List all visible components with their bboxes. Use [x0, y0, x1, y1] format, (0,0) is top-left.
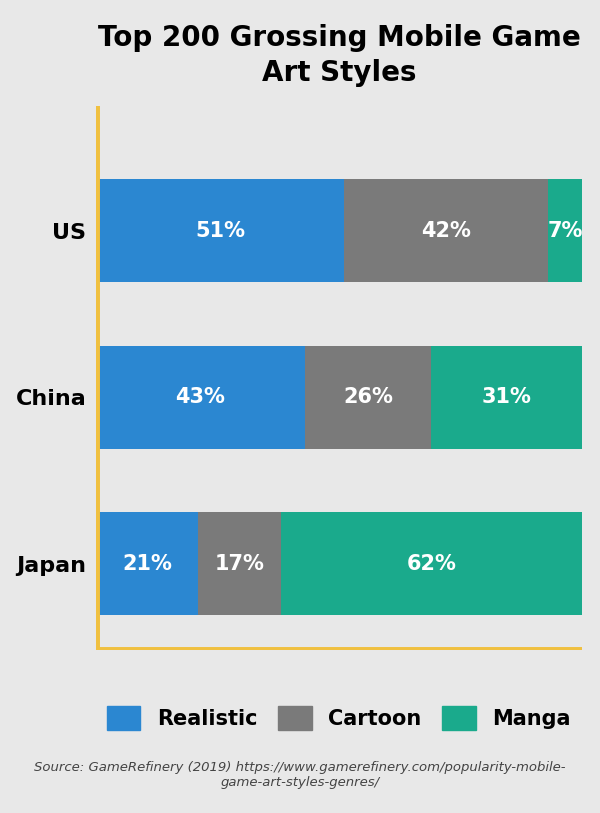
- Bar: [281, 512, 582, 615]
- Bar: [305, 346, 431, 449]
- Text: 17%: 17%: [214, 554, 265, 574]
- Title: Top 200 Grossing Mobile Game
Art Styles: Top 200 Grossing Mobile Game Art Styles: [98, 24, 580, 87]
- Text: 62%: 62%: [406, 554, 456, 574]
- Text: 42%: 42%: [421, 220, 471, 241]
- Text: 7%: 7%: [547, 220, 583, 241]
- Text: 31%: 31%: [482, 387, 532, 407]
- Bar: [96, 346, 305, 449]
- Bar: [548, 179, 582, 282]
- Bar: [96, 179, 344, 282]
- Legend: Realistic, Cartoon, Manga: Realistic, Cartoon, Manga: [99, 698, 579, 738]
- Bar: [96, 512, 198, 615]
- Text: Source: GameRefinery (2019) https://www.gamerefinery.com/popularity-mobile-
game: Source: GameRefinery (2019) https://www.…: [34, 761, 566, 789]
- Text: 43%: 43%: [176, 387, 226, 407]
- Text: 51%: 51%: [195, 220, 245, 241]
- Text: 26%: 26%: [343, 387, 393, 407]
- Bar: [431, 346, 582, 449]
- Text: 21%: 21%: [122, 554, 172, 574]
- Bar: [198, 512, 281, 615]
- Bar: [344, 179, 548, 282]
